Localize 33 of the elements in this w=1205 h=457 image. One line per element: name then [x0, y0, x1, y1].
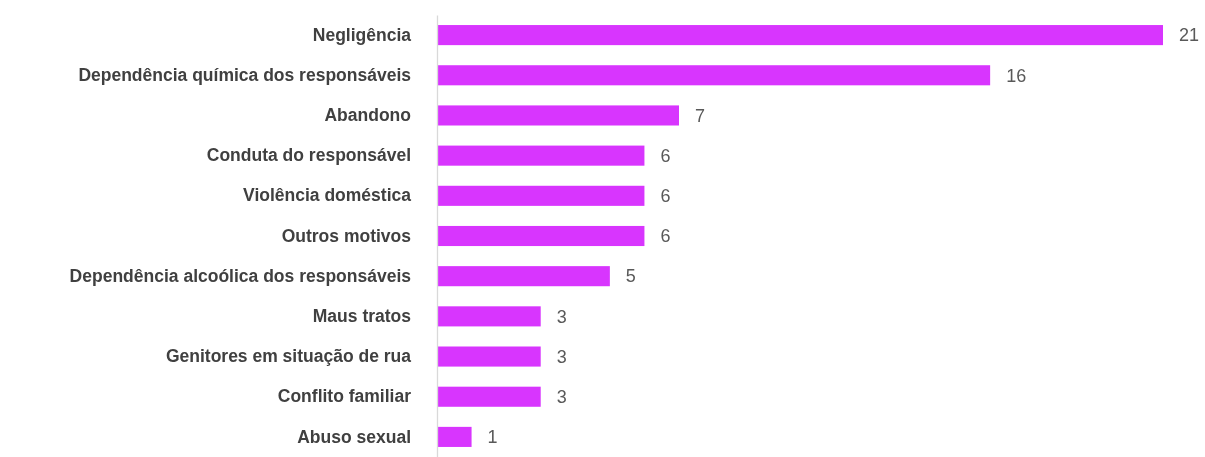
- y-tick-label: Conflito familiar: [277, 386, 412, 407]
- bar: [437, 426, 472, 447]
- y-tick-label: Dependência química dos responsáveis: [78, 64, 412, 85]
- bar: [437, 65, 991, 86]
- data-label: 1: [487, 427, 498, 448]
- y-tick-label: Conduta do responsável: [206, 145, 411, 166]
- data-label: 3: [556, 346, 567, 367]
- y-tick-label: Violência doméstica: [243, 185, 412, 206]
- data-label: 6: [660, 145, 671, 166]
- bar: [437, 386, 541, 407]
- bar: [437, 25, 1163, 46]
- data-label: 21: [1179, 25, 1200, 46]
- y-tick-label: Abandono: [324, 105, 411, 126]
- y-tick-label: Abuso sexual: [297, 426, 411, 447]
- y-tick-label: Outros motivos: [281, 225, 412, 246]
- y-tick-label: Negligência: [312, 24, 412, 45]
- bar: [437, 105, 679, 126]
- y-tick-label: Genitores em situação de rua: [165, 346, 412, 367]
- y-tick-label: Dependência alcoólica dos responsáveis: [69, 265, 412, 286]
- data-label: 6: [660, 186, 671, 207]
- data-label: 7: [695, 105, 706, 126]
- bar: [437, 266, 610, 287]
- data-label: 3: [556, 387, 567, 408]
- bar: [437, 145, 645, 166]
- bar: [437, 346, 541, 367]
- data-label: 3: [556, 306, 567, 327]
- y-tick-label: Maus tratos: [312, 305, 412, 326]
- bar: [437, 185, 645, 206]
- bar: [437, 306, 541, 327]
- data-label: 5: [625, 266, 636, 287]
- data-label: 6: [660, 226, 671, 247]
- data-label: 16: [1006, 65, 1027, 86]
- bar: [437, 225, 645, 247]
